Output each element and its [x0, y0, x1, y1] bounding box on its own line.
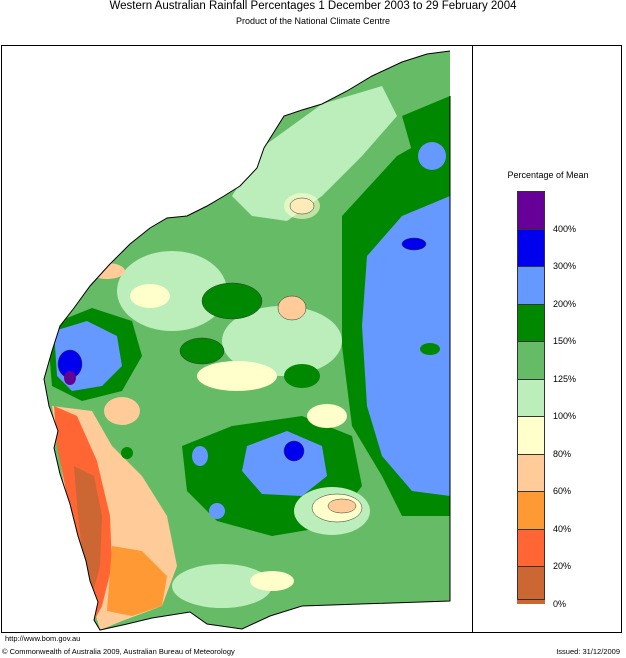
contour-lines	[57, 197, 427, 523]
legend-scale	[517, 191, 545, 604]
zone-80-100-central	[197, 361, 277, 391]
zone-200-300-south-b	[192, 446, 208, 466]
legend-swatch	[517, 341, 545, 379]
zone-60-80-nw2	[89, 263, 125, 279]
zone-100-125-mid	[222, 306, 342, 376]
legend-tick-label: 0%	[553, 598, 567, 609]
zone-200-300-east	[362, 196, 450, 496]
zone-300-400-south	[284, 441, 304, 461]
zone-150-200-east-b	[420, 343, 440, 355]
legend-swatch	[517, 566, 545, 604]
footer-issued: Issued: 31/12/2009	[556, 647, 620, 656]
zone-100-125-north	[232, 86, 397, 221]
zone-200-300-northeast	[418, 142, 446, 170]
legend-tick-label: 200%	[553, 298, 577, 309]
zone-40-60-south-coast	[107, 546, 167, 616]
map-title: Western Australian Rainfall Percentages …	[109, 0, 517, 12]
legend-tick-label: 40%	[553, 523, 572, 534]
zone-300-400-east-a	[402, 238, 426, 250]
legend-swatch	[517, 378, 545, 416]
zone-200-300-south-c	[209, 503, 225, 519]
legend-tick-label: 300%	[553, 261, 577, 271]
zone-100-125-south-coast	[172, 564, 272, 608]
map-frame	[1, 45, 622, 633]
legend-swatch	[517, 228, 545, 266]
zone-80-100-central-b	[307, 404, 347, 428]
legend-divider	[472, 45, 473, 633]
legend-tick-label: 80%	[553, 448, 572, 459]
zone-150-200-sw-spot	[121, 447, 133, 459]
legend-tick-label: 125%	[553, 373, 577, 384]
zone-150-200-central-b	[180, 338, 224, 364]
zone-100-125-pilbara	[117, 251, 227, 331]
legend-tick-label: 100%	[553, 411, 577, 421]
map-subtitle: Product of the National Climate Centre	[235, 16, 391, 26]
coastline	[43, 50, 451, 631]
zone-200-300-south	[242, 431, 327, 496]
legend-swatch	[517, 528, 545, 566]
zone-80-100-north	[284, 193, 320, 219]
zone-150-200-central-a	[202, 283, 262, 319]
zone-80-100-nw	[130, 284, 170, 308]
zone-0-20-southwest	[74, 466, 102, 596]
zone-300-400-west	[58, 350, 82, 378]
legend-title: Percentage of Mean	[507, 170, 589, 180]
legend-swatch	[517, 303, 545, 341]
legend-tick-label: 60%	[553, 486, 572, 496]
legend-tick-label: 150%	[553, 336, 577, 346]
legend-tick-label: 400%	[553, 223, 577, 234]
legend-swatch	[517, 416, 545, 454]
zone-150-200-central-c	[284, 364, 320, 388]
zone-80-100-south-coast	[250, 571, 294, 591]
zone-60-80-central	[104, 397, 140, 425]
footer-url[interactable]: http://www.bom.gov.au	[5, 634, 81, 643]
legend-tick-label: 20%	[553, 561, 572, 571]
footer-copyright: © Commonwealth of Australia 2009, Austra…	[2, 647, 235, 656]
legend-swatch	[517, 191, 545, 229]
zone-60-80-south	[328, 499, 356, 513]
legend-swatch	[517, 491, 545, 529]
rainfall-map	[43, 50, 451, 631]
zone-60-80-mid	[278, 296, 306, 320]
legend-swatch	[517, 453, 545, 491]
legend-swatch	[517, 266, 545, 304]
